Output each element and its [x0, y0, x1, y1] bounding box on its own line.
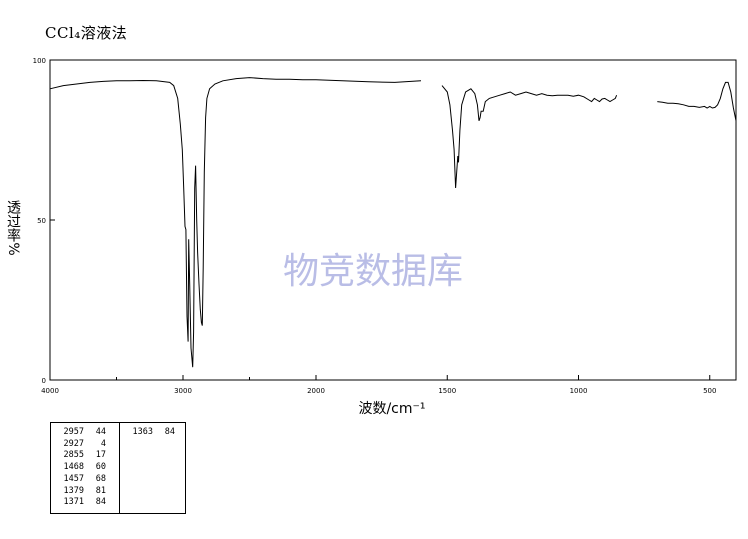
- peak-wavenumber: 1363: [132, 427, 153, 437]
- peak-wavenumber: 2855: [63, 450, 84, 461]
- peak-table-row: 2957 44: [54, 427, 120, 439]
- peak-transmittance: 81: [95, 485, 106, 496]
- peak-table-row: 1371 84: [54, 497, 120, 509]
- peak-table-row: 2855 17: [54, 450, 120, 462]
- peak-wavenumber: 1468: [63, 462, 84, 473]
- x-tick-label: 3000: [174, 387, 192, 395]
- y-tick-label: 50: [37, 217, 46, 225]
- peak-table-row: 1363 84: [123, 427, 183, 439]
- peak-table: 2957 44 2927 4 2855 17 1468 60 1457 68 1379 81 1371 8…: [50, 422, 186, 514]
- peak-wavenumber: 2927: [63, 438, 84, 449]
- peak-transmittance: 17: [95, 450, 106, 461]
- spectrum-line-segment: [49, 77, 422, 368]
- x-tick-label: 1000: [570, 387, 588, 395]
- x-axis-title: 波数/cm⁻¹: [358, 401, 425, 417]
- peak-transmittance: 68: [95, 473, 106, 484]
- peak-table-row: 1457 68: [54, 474, 120, 486]
- peak-wavenumber: 1371: [63, 497, 84, 508]
- page-title: CCl₄溶液法: [45, 24, 128, 42]
- peak-table-column: 1363 84: [123, 427, 183, 439]
- peak-table-row: 1379 81: [54, 486, 120, 498]
- x-tick-label: 500: [703, 387, 716, 395]
- y-tick-label: 100: [33, 57, 46, 65]
- spectrum-line-segment: [657, 81, 737, 121]
- peak-transmittance: 60: [95, 462, 106, 473]
- peak-wavenumber: 1457: [63, 473, 84, 484]
- peak-table-divider: [119, 423, 120, 513]
- y-axis-title: 透过率%: [5, 200, 21, 255]
- peak-wavenumber: 2957: [63, 427, 84, 437]
- peak-transmittance: 84: [164, 427, 175, 437]
- peak-transmittance: 4: [100, 438, 106, 449]
- plot-frame: [49, 59, 737, 381]
- x-tick-label: 2000: [307, 387, 325, 395]
- peak-table-row: 1468 60: [54, 462, 120, 474]
- spectrum-line-segment: [441, 85, 618, 189]
- watermark-text: 物竞数据库: [283, 251, 463, 292]
- peak-wavenumber: 1379: [63, 485, 84, 496]
- peak-table-row: 2927 4: [54, 439, 120, 451]
- x-tick-label: 1500: [438, 387, 456, 395]
- peak-transmittance: 44: [95, 427, 106, 437]
- y-tick-label: 0: [42, 377, 46, 385]
- x-tick-label: 4000: [41, 387, 59, 395]
- peak-transmittance: 84: [95, 497, 106, 508]
- peak-table-column: 2957 44 2927 4 2855 17 1468 60 1457 68 1379 81 1371 8…: [54, 427, 120, 509]
